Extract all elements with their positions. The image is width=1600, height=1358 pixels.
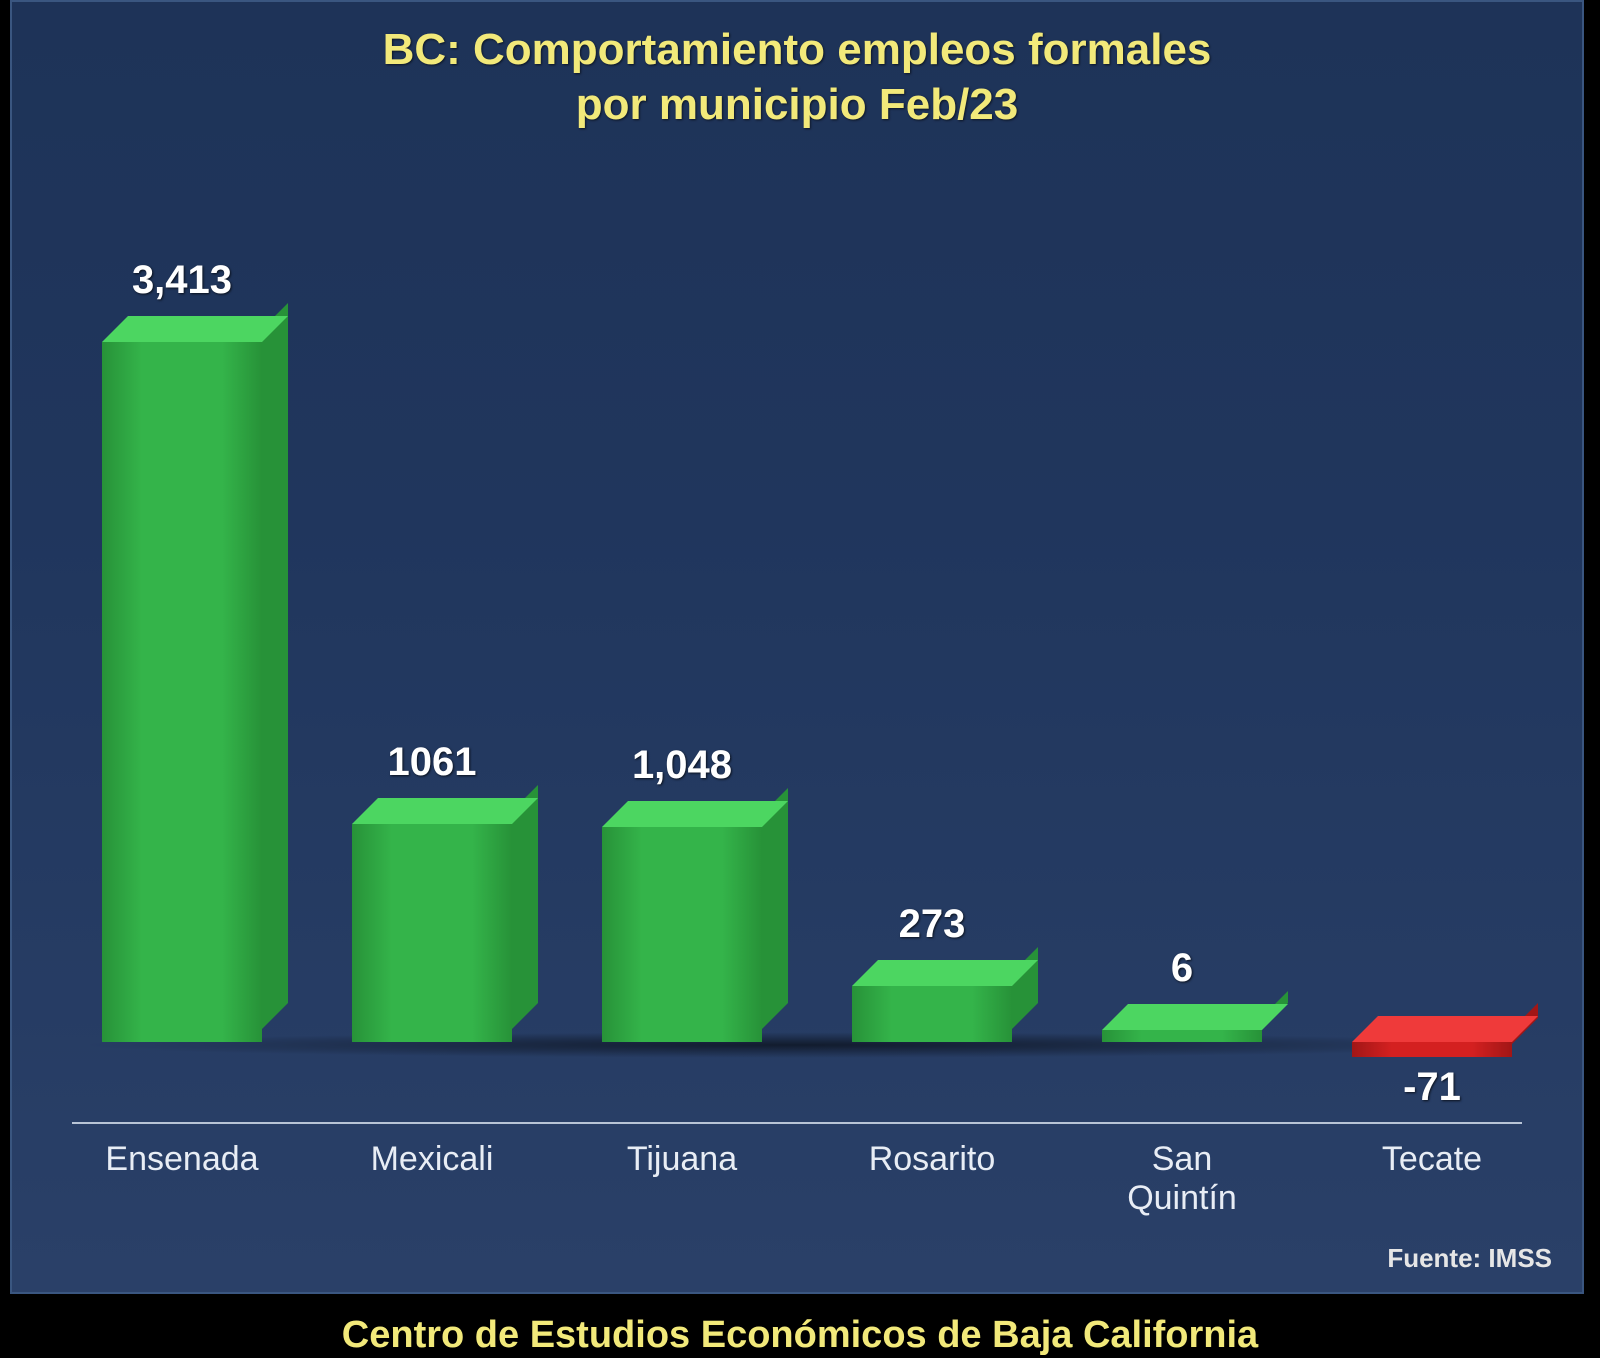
bar-front xyxy=(852,986,1012,1042)
bar-front xyxy=(602,827,762,1042)
bar-rosarito: 273 xyxy=(852,986,1012,1042)
bar-san-quintín: 6 xyxy=(1102,1030,1262,1042)
bar-side xyxy=(512,785,538,1029)
bar-top xyxy=(852,960,1038,986)
chart-plot-area: 3,413Ensenada1061Mexicali1,048Tijuana273… xyxy=(72,192,1522,1152)
bar-front xyxy=(352,824,512,1042)
category-label: Tijuana xyxy=(562,1140,802,1179)
bar-tijuana: 1,048 xyxy=(602,827,762,1042)
value-label: 273 xyxy=(772,902,1092,947)
chart-title: BC: Comportamiento empleos formales por … xyxy=(12,22,1582,132)
bar-tecate: -71 xyxy=(1352,1042,1512,1057)
title-line-2: por municipio Feb/23 xyxy=(576,80,1019,129)
title-line-1: BC: Comportamiento empleos formales xyxy=(383,25,1212,74)
bar-front xyxy=(102,342,262,1042)
category-label: SanQuintín xyxy=(1062,1140,1302,1218)
source-label: Fuente: IMSS xyxy=(1387,1243,1552,1274)
value-label: -71 xyxy=(1272,1065,1592,1110)
bar-top xyxy=(602,801,788,827)
value-label: 6 xyxy=(1022,946,1342,991)
bar-top xyxy=(1352,1016,1538,1042)
category-label: Ensenada xyxy=(62,1140,302,1179)
footer-text: Centro de Estudios Económicos de Baja Ca… xyxy=(342,1314,1258,1356)
bar-side xyxy=(262,303,288,1029)
category-label: Rosarito xyxy=(812,1140,1052,1179)
value-label: 3,413 xyxy=(22,258,342,303)
bar-front xyxy=(1352,1042,1512,1057)
bar-front xyxy=(1102,1030,1262,1042)
value-label: 1,048 xyxy=(522,743,842,788)
bar-mexicali: 1061 xyxy=(352,824,512,1042)
baseline-shadow xyxy=(72,1032,1522,1058)
outer-frame: BC: Comportamiento empleos formales por … xyxy=(0,0,1600,1358)
footer-bar: Centro de Estudios Económicos de Baja Ca… xyxy=(0,1300,1600,1358)
category-label: Mexicali xyxy=(312,1140,552,1179)
bar-top xyxy=(1102,1004,1288,1030)
bar-ensenada: 3,413 xyxy=(102,342,262,1042)
category-label: Tecate xyxy=(1312,1140,1552,1179)
bar-top xyxy=(102,316,288,342)
x-axis-line xyxy=(72,1122,1522,1124)
bar-top xyxy=(352,798,538,824)
chart-panel: BC: Comportamiento empleos formales por … xyxy=(10,0,1584,1294)
